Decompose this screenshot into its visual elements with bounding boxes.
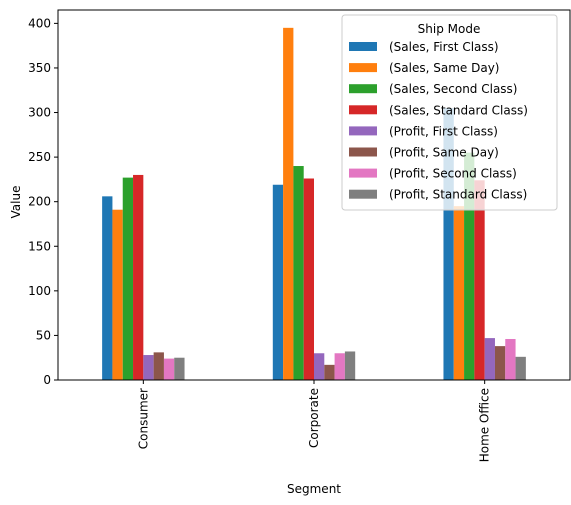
bar-home-office-series-5 bbox=[494, 346, 506, 380]
legend-entry-label: (Sales, Second Class) bbox=[389, 82, 517, 96]
y-tick-label: 400 bbox=[28, 16, 51, 30]
y-tick-label: 200 bbox=[28, 195, 51, 209]
bar-home-office-series-6 bbox=[505, 338, 516, 380]
legend-entry-label: (Sales, Standard Class) bbox=[389, 103, 528, 117]
bar-corporate-series-2 bbox=[293, 166, 304, 380]
legend-swatch bbox=[349, 147, 377, 157]
legend-entry-label: (Sales, Same Day) bbox=[389, 61, 499, 75]
legend-swatch bbox=[349, 42, 377, 51]
y-tick-label: 300 bbox=[28, 106, 51, 120]
x-axis-label: Segment bbox=[287, 482, 341, 496]
bar-corporate-series-4 bbox=[314, 353, 325, 380]
legend-swatch bbox=[349, 105, 377, 115]
legend-entry-label: (Profit, Second Class) bbox=[389, 167, 517, 181]
bar-home-office-series-4 bbox=[484, 338, 495, 380]
axes-group: 0 50 100 150 200 250 300 350 400 Consumer Corporat… bbox=[28, 9, 571, 462]
legend-items: (Sales, First Class) (Sales, Same Day) (Sa… bbox=[349, 40, 528, 202]
y-tick-label: 250 bbox=[28, 150, 51, 164]
y-tick-label: 150 bbox=[28, 239, 51, 253]
x-tick-label: Consumer bbox=[136, 388, 150, 449]
bar-consumer-series-2 bbox=[122, 177, 134, 380]
legend-entry-label: (Sales, First Class) bbox=[389, 40, 499, 54]
y-tick-label: 100 bbox=[28, 284, 51, 298]
bar-corporate-series-1 bbox=[283, 27, 294, 380]
bar-corporate-series-5 bbox=[324, 364, 335, 380]
bar-consumer-series-7 bbox=[174, 357, 185, 380]
bar-consumer-series-0 bbox=[102, 196, 113, 380]
legend-frame bbox=[341, 14, 558, 211]
y-tick-label: 50 bbox=[36, 328, 51, 342]
legend-entry-label: (Profit, Same Day) bbox=[389, 146, 499, 160]
bar-consumer-series-4 bbox=[143, 355, 154, 380]
legend-swatch bbox=[349, 189, 377, 199]
y-tick-label: 0 bbox=[43, 373, 51, 387]
x-tick-label: Corporate bbox=[307, 388, 321, 448]
bar-consumer-series-6 bbox=[163, 358, 175, 380]
legend: Ship Mode (Sales, First Class) (Sales, Sa… bbox=[341, 14, 558, 211]
legend-title: Ship Mode bbox=[418, 22, 481, 36]
legend-swatch bbox=[349, 168, 377, 178]
legend-entry-label: (Profit, Standard Class) bbox=[389, 188, 527, 202]
bar-corporate-series-0 bbox=[272, 184, 284, 380]
legend-entry-label: (Profit, First Class) bbox=[389, 124, 498, 138]
bar-consumer-series-5 bbox=[153, 352, 164, 380]
bar-consumer-series-1 bbox=[112, 209, 123, 380]
y-axis-label: Value bbox=[9, 186, 23, 219]
bar-home-office-series-3 bbox=[474, 180, 485, 380]
bar-corporate-series-6 bbox=[334, 353, 345, 380]
bar-consumer-series-3 bbox=[133, 174, 144, 380]
bar-home-office-series-7 bbox=[515, 356, 526, 380]
bar-home-office-series-2 bbox=[464, 152, 475, 380]
bar-corporate-series-3 bbox=[303, 178, 314, 380]
bars-group bbox=[102, 27, 526, 380]
legend-swatch bbox=[349, 126, 377, 136]
legend-swatch bbox=[349, 63, 377, 73]
bar-home-office-series-1 bbox=[453, 206, 465, 380]
legend-swatch bbox=[349, 84, 377, 94]
bar-corporate-series-7 bbox=[344, 351, 356, 380]
x-tick-label: Home Office bbox=[478, 388, 492, 462]
y-tick-label: 350 bbox=[28, 61, 51, 75]
bar-home-office-series-0 bbox=[443, 108, 454, 380]
